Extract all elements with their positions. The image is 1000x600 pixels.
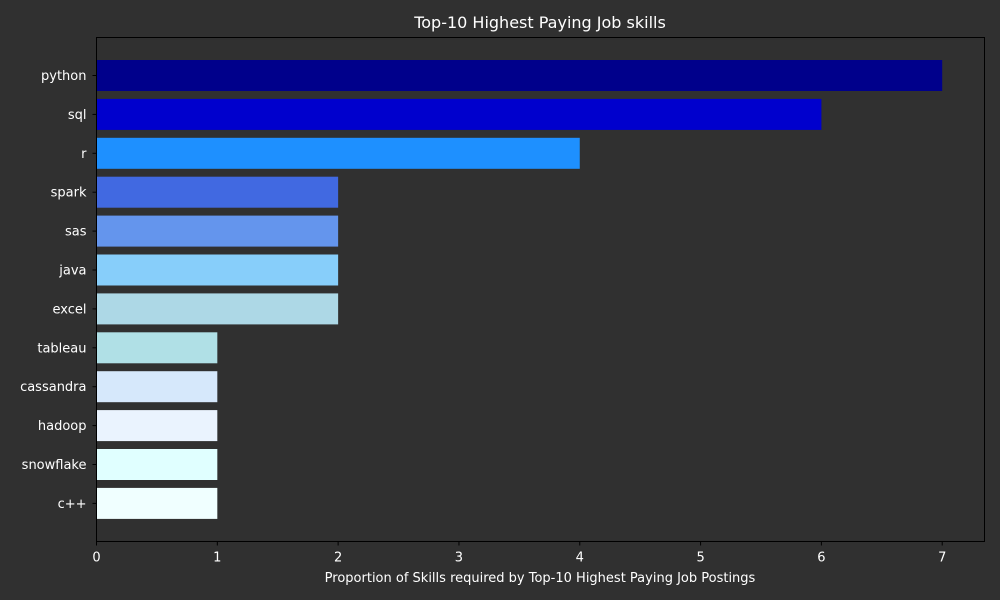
y-tick-label: java (58, 264, 86, 279)
y-tick-label: r (81, 147, 87, 162)
y-tick-label: tableau (37, 341, 86, 356)
bar-tableau (96, 332, 218, 364)
bar-hadoop (96, 410, 218, 442)
x-tick-label: 1 (213, 551, 221, 566)
bar-r (96, 137, 580, 169)
plot-frame (96, 37, 985, 542)
y-tick-label: sql (68, 108, 87, 123)
bar-snowflake (96, 449, 218, 480)
y-tick-labels: python sql r spark sas java excel tableau cassan… (20, 69, 97, 512)
bar-python (96, 60, 943, 91)
y-tick-label: hadoop (38, 419, 87, 434)
y-tick-label: snowflake (22, 458, 87, 473)
x-tick-label: 2 (334, 551, 342, 566)
x-tick-label: 7 (938, 551, 946, 566)
bar-sql (96, 98, 822, 130)
y-tick-label: spark (51, 186, 87, 201)
y-tick-label: python (41, 69, 86, 84)
y-tick-label: sas (65, 225, 87, 240)
x-axis-label: Proportion of Skills required by Top-10 … (325, 571, 756, 586)
y-tick-label: c++ (58, 497, 87, 512)
bar-cassandra (96, 371, 218, 403)
bar-c- (96, 487, 218, 519)
bar-excel (96, 293, 339, 325)
x-tick-label: 4 (576, 551, 584, 566)
x-tick-label: 3 (455, 551, 463, 566)
x-tick-label: 5 (696, 551, 704, 566)
x-tick-label: 6 (817, 551, 825, 566)
x-tick-label: 0 (92, 551, 100, 566)
chart-title: Top-10 Highest Paying Job skills (413, 13, 666, 32)
bar-spark (96, 176, 339, 208)
bars-group (96, 60, 943, 519)
x-ticks: 0 1 2 3 4 5 6 7 (92, 541, 946, 566)
bar-java (96, 254, 339, 286)
y-tick-label: cassandra (20, 380, 86, 395)
y-tick-label: excel (53, 302, 87, 317)
bar-sas (96, 215, 339, 247)
